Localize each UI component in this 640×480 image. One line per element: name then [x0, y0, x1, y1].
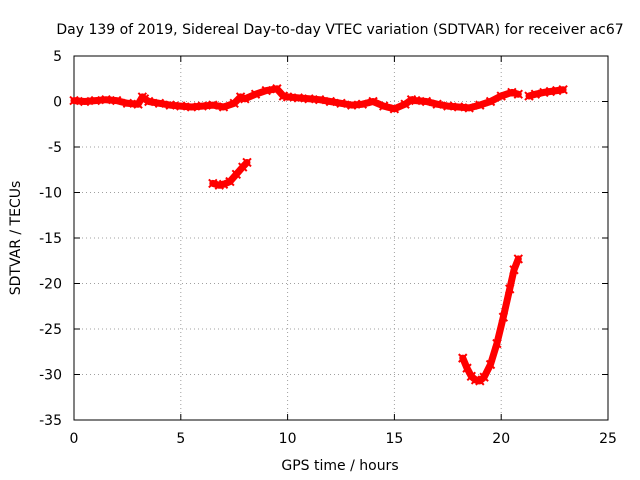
data-point: [122, 98, 133, 109]
data-point: [524, 91, 534, 101]
x-tick-label: 0: [70, 431, 79, 447]
data-point: [240, 94, 250, 104]
y-tick-label: -30: [39, 368, 62, 384]
y-tick-labels: 5 0 -5 -10 -15 -20 -25 -30 -35: [39, 49, 62, 429]
data-point: [165, 100, 175, 110]
axis-ticks: [73, 55, 609, 421]
data-point: [208, 100, 218, 110]
data-point: [443, 101, 453, 111]
data-point: [389, 104, 400, 114]
data-point: [530, 89, 541, 99]
y-tick-label: -20: [39, 277, 62, 293]
series-line: [459, 255, 522, 385]
gridlines: [74, 56, 608, 420]
data-point: [432, 99, 442, 109]
data-point: [507, 87, 517, 98]
data-point: [218, 179, 229, 190]
y-tick-label: -15: [39, 231, 62, 247]
data-point: [509, 265, 519, 275]
data-point: [314, 94, 325, 105]
data-point: [479, 372, 489, 382]
y-tick-label: -10: [39, 186, 62, 202]
data-point: [218, 102, 229, 112]
data-point: [139, 94, 150, 104]
data-point: [336, 98, 346, 109]
chart-title: Day 139 of 2019, Sidereal Day-to-day VTE…: [56, 22, 623, 38]
data-point: [492, 338, 502, 349]
x-axis-label: GPS time / hours: [281, 458, 398, 474]
data-point: [197, 101, 207, 111]
data-point: [325, 96, 336, 107]
data-point: [154, 98, 165, 109]
data-point: [293, 93, 303, 103]
data-point: [411, 95, 421, 106]
data-point: [225, 176, 235, 187]
data-point: [304, 94, 314, 104]
data-point: [513, 89, 523, 99]
data-point: [346, 100, 357, 110]
data-point: [496, 91, 506, 101]
data-point: [69, 95, 79, 106]
data-point: [453, 102, 464, 112]
data-point: [282, 92, 293, 102]
y-tick-label: -35: [39, 413, 62, 429]
y-tick-label: -5: [48, 140, 62, 156]
data-point: [231, 169, 242, 180]
data-point: [485, 359, 496, 370]
data-point: [261, 85, 271, 96]
y-tick-label: 5: [53, 49, 62, 65]
x-tick-label: 10: [279, 431, 297, 447]
data-point: [368, 96, 378, 107]
data-point: [272, 84, 282, 94]
data-point: [513, 254, 523, 264]
data-point: [208, 178, 218, 189]
data-point: [475, 100, 485, 110]
y-tick-label: -25: [39, 322, 62, 338]
y-tick-label: 0: [53, 95, 62, 111]
data-point: [101, 94, 111, 105]
data-point: [400, 99, 410, 109]
data-point: [79, 96, 90, 107]
x-tick-label: 20: [492, 431, 510, 447]
data-point: [242, 157, 252, 168]
data-point: [505, 284, 515, 294]
y-axis-label: SDTVAR / TECUs: [8, 181, 24, 296]
data-point: [112, 95, 122, 106]
x-tick-label: 5: [176, 431, 185, 447]
data-point: [485, 96, 496, 107]
data-point: [379, 101, 389, 111]
data-point: [90, 95, 101, 106]
data-point: [558, 84, 568, 95]
data-point: [462, 363, 472, 373]
data-point: [357, 99, 368, 109]
data-point: [458, 353, 468, 363]
data-point: [464, 103, 474, 113]
x-tick-label: 25: [599, 431, 617, 447]
data-point: [144, 96, 154, 107]
data-point: [498, 312, 509, 322]
data-point: [186, 102, 197, 112]
series-group: [69, 84, 568, 386]
x-tick-label: 15: [385, 431, 403, 447]
data-point: [250, 89, 261, 99]
x-tick-labels: 0 5 10 15 20 25: [70, 431, 617, 447]
data-point: [176, 101, 186, 111]
data-point: [421, 96, 432, 107]
